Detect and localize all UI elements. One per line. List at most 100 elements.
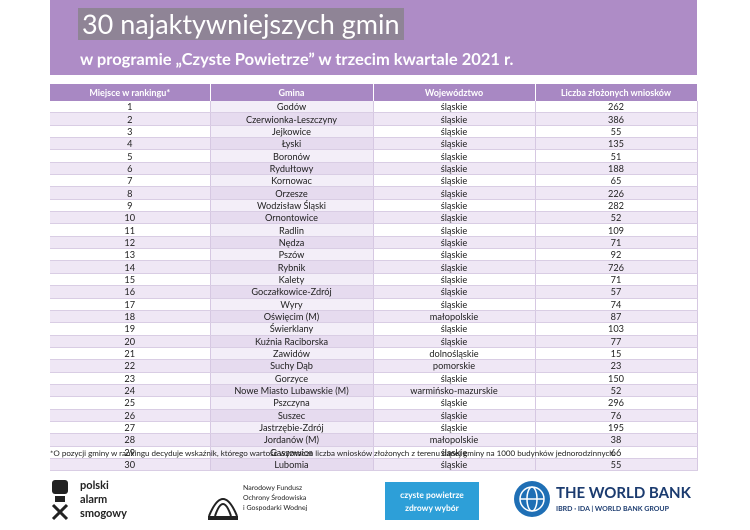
table-cell: 6 — [50, 162, 211, 176]
table-cell: 109 — [535, 223, 698, 237]
table-cell: Wodzisław Śląski — [210, 199, 374, 213]
table-row: 29 Gaszowice śląskie 66 — [50, 446, 698, 459]
table-row: 21 Zawidów dolnośląskie 15 — [50, 347, 698, 361]
table-cell: śląskie — [373, 211, 536, 225]
table-row: 10 Ornontowice śląskie 52 — [50, 211, 698, 225]
table-body: 1 Godów śląskie 262 2 Czerwionka-Leszczyny ślą… — [50, 101, 698, 472]
table-row: 11 Radlin śląskie 109 — [50, 223, 698, 237]
table-cell: Gaszowice — [210, 446, 374, 459]
table-cell: 296 — [535, 396, 698, 410]
table-cell: śląskie — [373, 409, 536, 422]
table-cell: śląskie — [373, 112, 536, 126]
table-cell: śląskie — [373, 322, 536, 336]
table-cell: śląskie — [373, 285, 536, 299]
table-cell: śląskie — [373, 236, 536, 250]
table-cell: Rydułtowy — [210, 162, 374, 176]
column-header: Województwo — [373, 84, 536, 101]
logo-text: IBRD · IDA | WORLD BANK GROUP — [556, 504, 670, 513]
column-header: Miejsce w rankingu* — [50, 84, 211, 101]
table-cell: Lubomia — [210, 458, 374, 472]
table-cell: warmińsko-mazurskie — [373, 384, 536, 398]
table-cell: Rybnik — [210, 260, 374, 274]
table-cell: 28 — [50, 433, 211, 447]
table-cell: Gorzyce — [210, 372, 374, 385]
table-cell: 52 — [535, 211, 698, 225]
table-cell: śląskie — [373, 458, 536, 472]
table-cell: Orzesze — [210, 186, 374, 200]
table-row: 22 Suchy Dąb pomorskie 23 — [50, 359, 698, 373]
table-cell: 2 — [50, 112, 211, 126]
table-cell: śląskie — [373, 223, 536, 237]
table-cell: 282 — [535, 199, 698, 213]
header-row: Miejsce w rankingu* Gmina Województwo Liczb… — [50, 84, 698, 101]
table-cell: 15 — [535, 347, 698, 361]
table-row: 20 Kuźnia Raciborska śląskie 77 — [50, 335, 698, 348]
table-cell: Czerwionka-Leszczyny — [210, 112, 374, 126]
logo-nfos: Narodowy Fundusz Ochrony Środowiska i Go… — [208, 484, 308, 520]
table-cell: Goczałkowice-Zdrój — [210, 285, 374, 299]
table-cell: Boronów — [210, 149, 374, 163]
table-row: 2 Czerwionka-Leszczyny śląskie 386 — [50, 112, 698, 126]
table-cell: dolnośląskie — [373, 347, 536, 361]
table-cell: 76 — [535, 409, 698, 422]
table-cell: Kuźnia Raciborska — [210, 335, 374, 348]
table-cell: 103 — [535, 322, 698, 336]
table-cell: 87 — [535, 310, 698, 324]
table-cell: Jastrzębie-Zdrój — [210, 421, 374, 435]
table-cell: 726 — [535, 260, 698, 274]
table-cell: 26 — [50, 409, 211, 422]
table-row: 30 Lubomia śląskie 55 — [50, 458, 698, 472]
table-cell: 10 — [50, 211, 211, 225]
table-row: 12 Nędza śląskie 71 — [50, 236, 698, 250]
table-cell: 7 — [50, 174, 211, 188]
table-cell: Łyski — [210, 137, 374, 151]
table-cell: Nędza — [210, 236, 374, 250]
logo-wb: THE WORLD BANK IBRD · IDA | WORLD BANK G… — [514, 481, 692, 517]
table-cell: Ornontowice — [210, 211, 374, 225]
table-cell: 57 — [535, 285, 698, 299]
table-row: 16 Goczałkowice-Zdrój śląskie 57 — [50, 285, 698, 299]
table-cell: pomorskie — [373, 359, 536, 373]
table-cell: 71 — [535, 273, 698, 287]
table-cell: 29 — [50, 446, 211, 459]
logo-text: smogowy — [80, 507, 127, 520]
table-cell: 55 — [535, 458, 698, 472]
table-cell: śląskie — [373, 186, 536, 200]
table-cell: Nowe Miasto Lubawskie (M) — [210, 384, 374, 398]
logo-text: alarm — [80, 493, 107, 506]
table-cell: 195 — [535, 421, 698, 435]
table-cell: 66 — [535, 446, 698, 459]
table-cell: 12 — [50, 236, 211, 250]
table-cell: 11 — [50, 223, 211, 237]
table-cell: śląskie — [373, 101, 536, 114]
table-cell: 22 — [50, 359, 211, 373]
table-row: 6 Rydułtowy śląskie 188 — [50, 162, 698, 176]
table-cell: 14 — [50, 260, 211, 274]
ranking-table: Miejsce w rankingu* Gmina Województwo Liczb… — [50, 84, 698, 472]
logo-text: THE WORLD BANK — [556, 484, 692, 502]
table-cell: Suchy Dąb — [210, 359, 374, 373]
table-row: 19 Świerklany śląskie 103 — [50, 322, 698, 336]
table-cell: śląskie — [373, 372, 536, 385]
logo-text: polski — [80, 479, 109, 492]
table-cell: 18 — [50, 310, 211, 324]
subtitle: w programie „Czyste Powietrze” w trzecim… — [80, 49, 514, 69]
table-cell: 25 — [50, 396, 211, 410]
table-row: 24 Nowe Miasto Lubawskie (M) warmińsko-maz… — [50, 384, 698, 398]
table-cell: małopolskie — [373, 433, 536, 447]
table-cell: śląskie — [373, 260, 536, 274]
table-cell: 15 — [50, 273, 211, 287]
table-cell: śląskie — [373, 125, 536, 139]
table-row: 23 Gorzyce śląskie 150 — [50, 372, 698, 385]
table-cell: 135 — [535, 137, 698, 151]
table-cell: śląskie — [373, 149, 536, 163]
table-cell: 74 — [535, 298, 698, 311]
table-cell: 20 — [50, 335, 211, 348]
table-cell: 188 — [535, 162, 698, 176]
table-cell: 21 — [50, 347, 211, 361]
table-cell: 17 — [50, 298, 211, 311]
table-cell: śląskie — [373, 137, 536, 151]
table-cell: 55 — [535, 125, 698, 139]
column-header: Liczba złożonych wniosków — [535, 84, 698, 101]
